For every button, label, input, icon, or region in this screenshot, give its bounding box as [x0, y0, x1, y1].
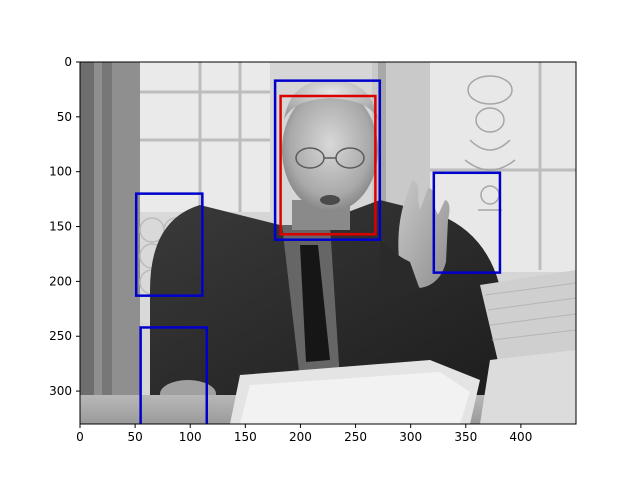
photo-image — [80, 62, 576, 424]
y-tick-label: 200 — [49, 274, 72, 288]
x-tick-label: 400 — [509, 430, 532, 444]
x-tick-label: 200 — [289, 430, 312, 444]
x-tick-label: 300 — [399, 430, 422, 444]
y-tick-label: 0 — [64, 55, 72, 69]
y-tick-label: 250 — [49, 329, 72, 343]
x-tick-label: 250 — [344, 430, 367, 444]
face-ground-truth-box — [279, 94, 377, 236]
x-tick-label: 0 — [76, 430, 84, 444]
false-detection-box-bottom-left — [139, 326, 209, 424]
x-axis: 0 50 100 150 200 250 300 350 400 — [76, 424, 532, 444]
false-detection-box-left-window — [134, 192, 204, 297]
y-tick-label: 100 — [49, 165, 72, 179]
false-detection-box-hand — [432, 171, 502, 274]
y-tick-label: 150 — [49, 220, 72, 234]
y-tick-label: 50 — [57, 110, 72, 124]
x-tick-label: 50 — [127, 430, 142, 444]
bounding-boxes — [134, 79, 502, 424]
x-tick-label: 150 — [234, 430, 257, 444]
x-tick-label: 100 — [179, 430, 202, 444]
axes-frame — [79, 61, 577, 425]
y-axis: 0 50 100 150 200 250 300 — [49, 55, 80, 398]
face-detection-box — [273, 79, 382, 241]
x-tick-label: 350 — [454, 430, 477, 444]
y-tick-label: 300 — [49, 384, 72, 398]
